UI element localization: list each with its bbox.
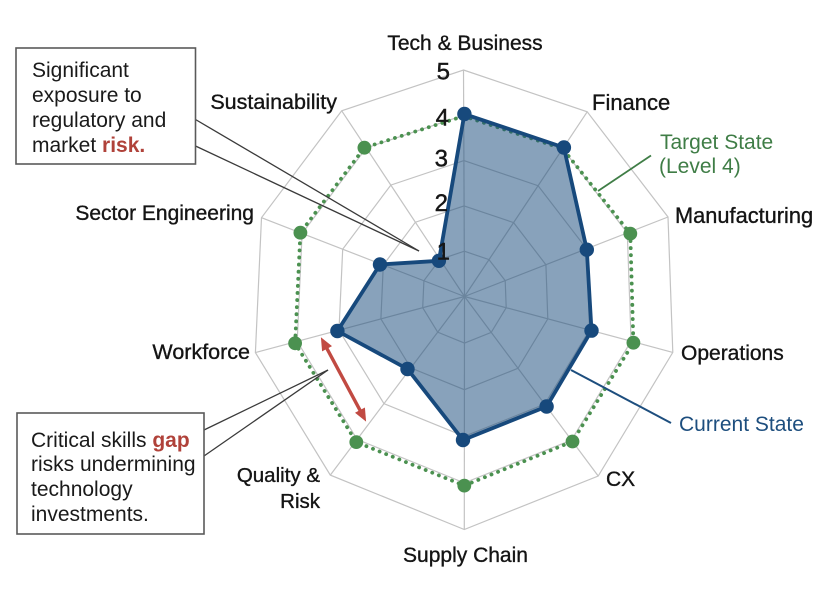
svg-text:Operations: Operations xyxy=(681,342,784,365)
svg-text:Supply Chain: Supply Chain xyxy=(403,544,528,567)
svg-text:market risk.: market risk. xyxy=(32,134,145,157)
svg-text:technology: technology xyxy=(31,478,133,501)
svg-text:4: 4 xyxy=(436,105,449,132)
svg-text:CX: CX xyxy=(606,468,635,491)
svg-text:Critical skills gap: Critical skills gap xyxy=(31,429,190,452)
svg-text:1: 1 xyxy=(437,239,450,266)
svg-text:(Level 4): (Level 4) xyxy=(659,155,741,178)
svg-text:Tech & Business: Tech & Business xyxy=(387,32,542,55)
svg-text:Quality &: Quality & xyxy=(237,464,320,487)
svg-text:Risk: Risk xyxy=(280,490,321,513)
svg-text:Target State: Target State xyxy=(660,131,773,154)
svg-text:investments.: investments. xyxy=(31,503,149,526)
svg-text:Sector Engineering: Sector Engineering xyxy=(75,202,254,225)
svg-text:Finance: Finance xyxy=(592,90,670,115)
svg-text:3: 3 xyxy=(435,146,448,173)
svg-text:Significant: Significant xyxy=(32,59,129,82)
svg-text:2: 2 xyxy=(435,190,448,217)
svg-text:risks undermining: risks undermining xyxy=(31,453,196,476)
svg-text:exposure to: exposure to xyxy=(32,84,142,107)
svg-text:regulatory and: regulatory and xyxy=(32,109,166,132)
svg-text:Sustainability: Sustainability xyxy=(210,90,337,114)
svg-text:5: 5 xyxy=(437,59,450,86)
svg-text:Workforce: Workforce xyxy=(152,340,250,364)
svg-text:Manufacturing: Manufacturing xyxy=(675,203,813,228)
svg-text:Current State: Current State xyxy=(679,413,804,436)
